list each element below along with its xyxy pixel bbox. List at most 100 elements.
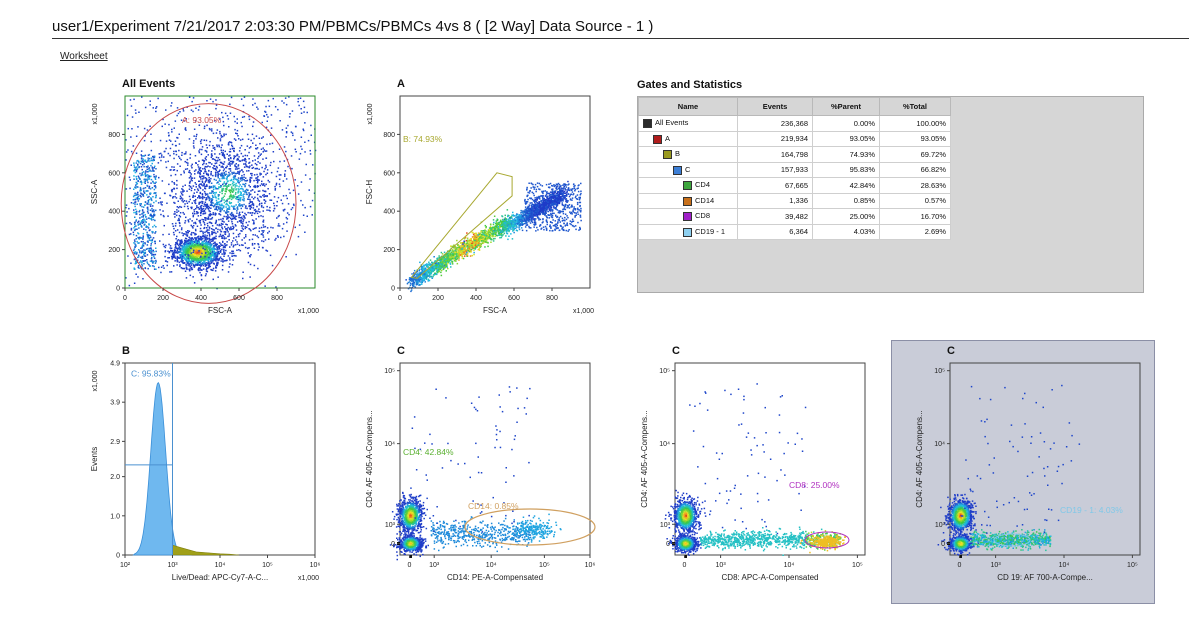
event-dot xyxy=(221,244,224,247)
gate-a-ellipse[interactable] xyxy=(120,103,297,304)
event-dot xyxy=(143,162,145,165)
event-dot xyxy=(270,114,273,116)
event-dot xyxy=(232,215,234,218)
event-dot xyxy=(239,191,241,193)
event-dot xyxy=(218,164,221,166)
event-dot xyxy=(229,259,231,261)
event-dot xyxy=(155,200,157,202)
event-dot xyxy=(219,204,221,206)
event-dot xyxy=(240,230,242,232)
event-dot xyxy=(142,242,144,245)
event-dot xyxy=(155,247,157,249)
event-dot xyxy=(133,178,135,180)
event-dot xyxy=(309,205,312,208)
event-dot xyxy=(201,202,204,205)
event-dot xyxy=(130,136,132,138)
event-dot xyxy=(194,248,196,251)
event-dot xyxy=(188,236,190,239)
x-tick-label: 800 xyxy=(271,295,283,302)
event-dot xyxy=(243,203,245,206)
event-dot xyxy=(230,96,233,99)
event-dot xyxy=(208,210,210,212)
event-dot xyxy=(211,194,214,197)
event-dot xyxy=(292,134,294,137)
event-dot xyxy=(234,128,236,131)
event-dot xyxy=(238,196,240,199)
event-dot xyxy=(194,221,197,224)
event-dot xyxy=(191,220,193,222)
event-dot xyxy=(255,227,257,229)
event-dot xyxy=(263,196,265,198)
event-dot xyxy=(171,250,173,253)
event-dot xyxy=(171,180,173,183)
event-dot xyxy=(153,268,156,270)
event-dot xyxy=(240,222,243,224)
event-dot xyxy=(474,246,476,248)
plot-all-events[interactable]: All Events A: 93.05% 0 200 400 600 800 0 200 400… xyxy=(80,78,330,328)
event-dot xyxy=(230,198,233,201)
event-dot xyxy=(188,230,191,232)
event-dot xyxy=(244,207,247,209)
event-dot xyxy=(127,255,129,257)
event-dot xyxy=(149,209,152,211)
event-dot xyxy=(254,234,256,236)
event-dot xyxy=(168,233,170,235)
event-dot xyxy=(204,217,206,219)
event-dot xyxy=(230,202,233,204)
event-dot xyxy=(164,246,167,249)
event-dot xyxy=(151,166,154,168)
event-dot xyxy=(296,185,299,187)
event-dot xyxy=(209,166,211,168)
worksheet-tab[interactable]: Worksheet xyxy=(60,51,108,62)
event-dot xyxy=(277,223,280,225)
event-dot xyxy=(154,178,157,180)
event-dot xyxy=(264,110,266,113)
event-dot xyxy=(229,194,231,197)
event-dot xyxy=(153,176,155,178)
event-dot xyxy=(187,162,189,164)
event-dot xyxy=(176,136,178,139)
event-dot xyxy=(192,196,194,198)
event-dot xyxy=(187,164,189,166)
event-dot xyxy=(205,178,208,181)
event-dot xyxy=(274,185,276,188)
event-dot xyxy=(149,188,152,190)
event-dot xyxy=(203,250,205,252)
event-dot xyxy=(201,249,203,252)
event-dot xyxy=(201,218,203,221)
event-dot xyxy=(487,235,489,238)
event-dot xyxy=(200,224,202,226)
event-dot xyxy=(136,168,138,170)
event-dot xyxy=(201,180,204,182)
event-dot xyxy=(185,151,187,153)
event-dot xyxy=(144,204,146,206)
event-dot xyxy=(508,227,510,229)
event-dot xyxy=(253,137,255,140)
event-dot xyxy=(150,244,152,247)
event-dot xyxy=(223,155,225,158)
event-dot xyxy=(221,175,223,178)
event-dot xyxy=(182,108,184,110)
event-dot xyxy=(200,244,202,247)
event-dot xyxy=(209,162,211,164)
event-dot xyxy=(449,262,451,264)
event-dot xyxy=(419,278,421,280)
event-dot xyxy=(204,212,206,215)
event-dot xyxy=(212,185,215,188)
plot-a[interactable]: A B: 74.93% 0 200 400 600 800 0 200 400 600 800 FSC… xyxy=(355,78,605,328)
event-dot xyxy=(231,264,234,266)
event-dot xyxy=(194,155,197,157)
event-dot xyxy=(229,112,232,114)
event-dot xyxy=(189,241,191,243)
event-dot xyxy=(174,260,176,262)
event-dot xyxy=(259,174,261,176)
event-dot xyxy=(188,200,190,203)
event-dot xyxy=(518,225,520,227)
event-dot xyxy=(241,204,243,206)
event-dot xyxy=(150,182,152,184)
event-dot xyxy=(249,207,251,210)
event-dot xyxy=(148,175,151,177)
event-dot xyxy=(257,199,259,201)
event-dot xyxy=(270,134,272,136)
event-dot xyxy=(236,243,239,245)
